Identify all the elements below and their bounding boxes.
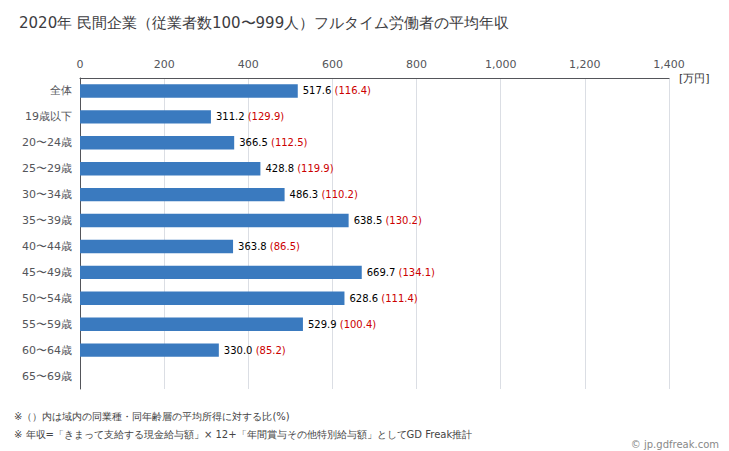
svg-text:(110.2): (110.2) [321, 189, 358, 200]
svg-text:(134.1): (134.1) [399, 267, 436, 278]
svg-text:1,000: 1,000 [485, 58, 517, 71]
svg-text:(111.4): (111.4) [381, 293, 418, 304]
svg-text:0: 0 [77, 58, 84, 71]
svg-text:25〜29歳: 25〜29歳 [22, 162, 72, 175]
svg-text:486.3: 486.3 [290, 189, 319, 200]
svg-text:366.5: 366.5 [239, 137, 268, 148]
svg-text:517.6: 517.6 [303, 85, 332, 96]
svg-text:40〜44歳: 40〜44歳 [22, 240, 72, 253]
svg-text:363.8: 363.8 [238, 241, 267, 252]
svg-text:55〜59歳: 55〜59歳 [22, 318, 72, 331]
svg-text:428.8: 428.8 [265, 163, 294, 174]
svg-text:[万円]: [万円] [679, 72, 710, 85]
svg-text:669.7: 669.7 [367, 267, 396, 278]
svg-text:20〜24歳: 20〜24歳 [22, 136, 72, 149]
svg-text:(130.2): (130.2) [385, 215, 422, 226]
svg-text:(119.9): (119.9) [297, 163, 334, 174]
svg-text:600: 600 [322, 58, 343, 71]
svg-text:(116.4): (116.4) [335, 85, 372, 96]
svg-text:400: 400 [238, 58, 259, 71]
svg-text:1,200: 1,200 [569, 58, 601, 71]
svg-text:60〜64歳: 60〜64歳 [22, 344, 72, 357]
svg-text:330.0: 330.0 [224, 345, 253, 356]
svg-text:800: 800 [406, 58, 427, 71]
svg-text:45〜49歳: 45〜49歳 [22, 266, 72, 279]
svg-text:30〜34歳: 30〜34歳 [22, 188, 72, 201]
svg-text:(86.5): (86.5) [270, 241, 300, 252]
svg-text:(85.2): (85.2) [256, 345, 286, 356]
svg-text:529.9: 529.9 [308, 319, 337, 330]
svg-text:35〜39歳: 35〜39歳 [22, 214, 72, 227]
svg-text:200: 200 [154, 58, 175, 71]
svg-text:628.6: 628.6 [349, 293, 378, 304]
svg-text:全体: 全体 [50, 84, 72, 97]
svg-text:(112.5): (112.5) [271, 137, 308, 148]
svg-text:2020年 民間企業（従業者数100〜999人）フルタイム労: 2020年 民間企業（従業者数100〜999人）フルタイム労働者の平均年収 [19, 14, 509, 32]
svg-text:638.5: 638.5 [354, 215, 383, 226]
svg-text:65〜69歳: 65〜69歳 [22, 370, 72, 383]
svg-text:© jp.gdfreak.com: © jp.gdfreak.com [631, 439, 719, 450]
svg-text:19歳以下: 19歳以下 [25, 110, 72, 123]
svg-text:311.2: 311.2 [216, 111, 245, 122]
svg-text:※ 年収=「きまって支給する現金給与額」× 12+「年間賞与: ※ 年収=「きまって支給する現金給与額」× 12+「年間賞与その他特別給与額」と… [14, 429, 472, 440]
svg-text:1,400: 1,400 [653, 58, 685, 71]
svg-text:(129.9): (129.9) [248, 111, 285, 122]
svg-text:50〜54歳: 50〜54歳 [22, 292, 72, 305]
svg-text:(100.4): (100.4) [340, 319, 377, 330]
svg-text:※（）内は域内の同業種・同年齢層の平均所得に対する比(%): ※（）内は域内の同業種・同年齢層の平均所得に対する比(%) [14, 411, 290, 422]
